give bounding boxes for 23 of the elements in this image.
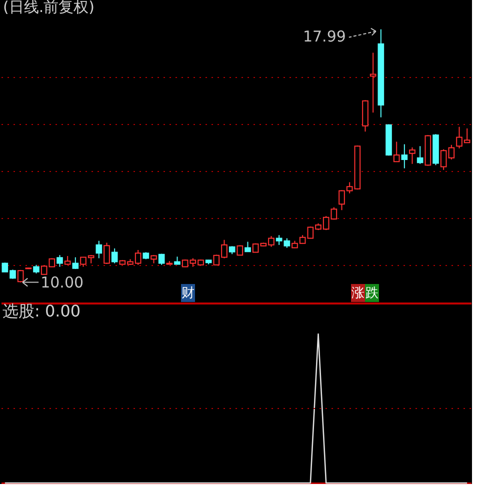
- candlestick: [40, 265, 48, 276]
- candlestick: [448, 144, 455, 160]
- candlestick: [284, 238, 290, 248]
- candlestick: [17, 269, 24, 283]
- candlestick: [276, 234, 282, 246]
- candlestick: [56, 254, 63, 268]
- annotation: 10.00: [40, 273, 84, 292]
- annotation: 17.99: [302, 27, 346, 46]
- candlestick: [104, 242, 110, 264]
- text: 跌: [366, 286, 378, 301]
- candlestick: [393, 141, 400, 162]
- candlestick: [330, 206, 338, 220]
- chart-title: (日线.前复权): [3, 0, 94, 16]
- candlestick: [401, 144, 408, 169]
- text: 财: [182, 286, 194, 301]
- candlestick: [409, 146, 416, 164]
- candlestick: [416, 146, 424, 164]
- candlestick: [244, 241, 251, 252]
- candlestick: [440, 148, 447, 170]
- text: 涨: [352, 286, 364, 301]
- chart-title: 选股: 0.00: [2, 301, 81, 320]
- candlestick: [111, 248, 118, 264]
- candlestick: [96, 240, 102, 259]
